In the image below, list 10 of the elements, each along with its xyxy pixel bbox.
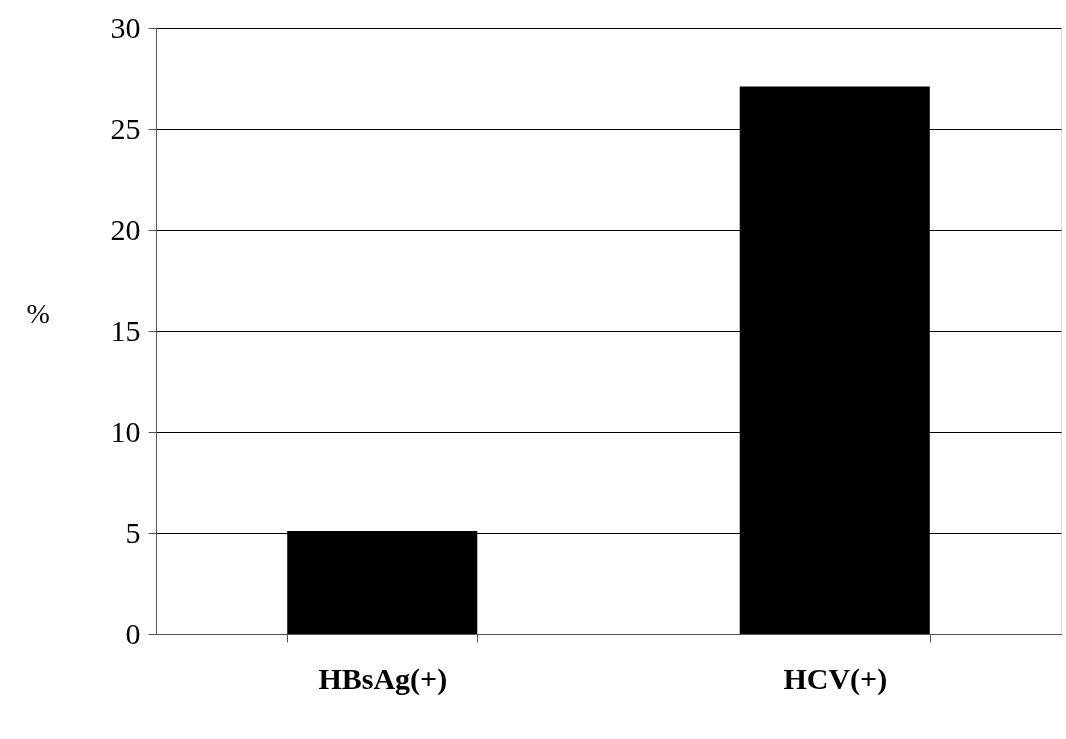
x-tick-label: HCV(+) bbox=[783, 661, 888, 696]
y-tick-label: 0 bbox=[125, 616, 141, 650]
y-axis-title: % bbox=[26, 297, 50, 329]
y-tick-label: 5 bbox=[125, 515, 141, 549]
y-tick-label: 30 bbox=[110, 10, 141, 44]
y-tick-label: 10 bbox=[110, 414, 141, 448]
y-tick-label: 25 bbox=[110, 111, 141, 145]
y-tick-label: 20 bbox=[110, 212, 141, 246]
y-tick-label: 15 bbox=[110, 313, 141, 347]
x-tick-label: HBsAg(+) bbox=[318, 661, 448, 696]
